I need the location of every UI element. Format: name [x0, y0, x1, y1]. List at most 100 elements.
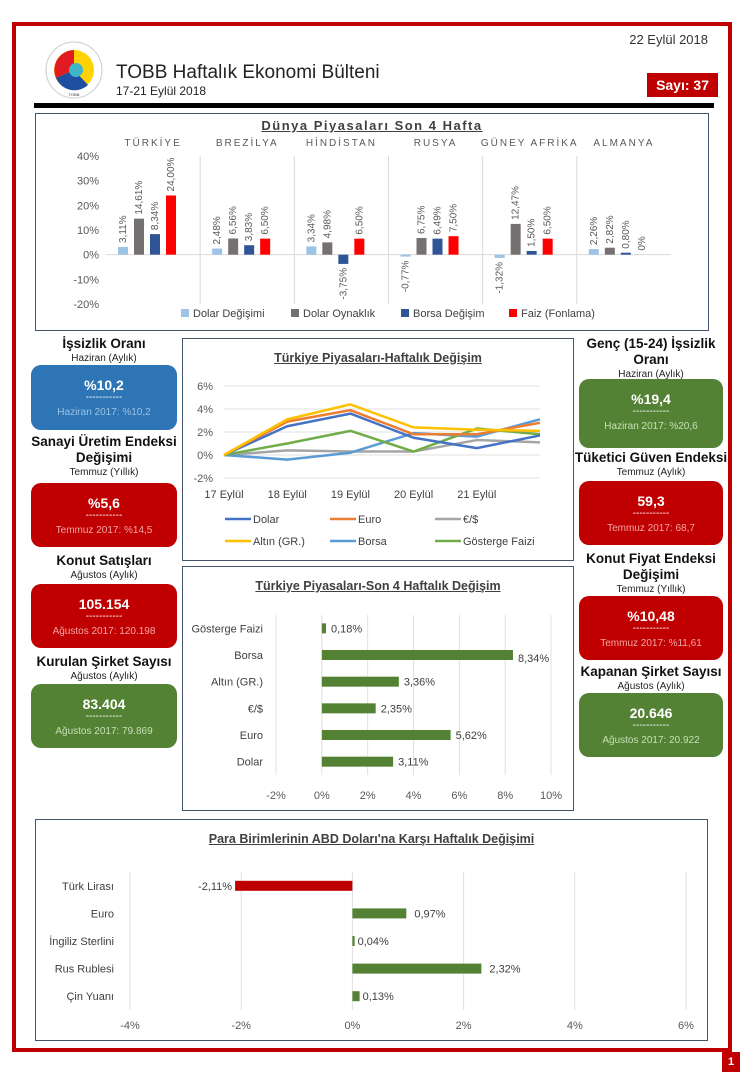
- x-tick-label: 10%: [540, 790, 562, 802]
- tobb-logo-icon: TOBB: [45, 41, 103, 99]
- legend-label: Gösterge Faizi: [463, 536, 535, 548]
- bulletin-period: 17-21 Eylül 2018: [116, 84, 207, 98]
- bar: [118, 246, 128, 255]
- bulletin-date: 22 Eylül 2018: [629, 32, 708, 47]
- category-label: Euro: [240, 730, 263, 742]
- legend-label: Borsa: [358, 536, 388, 548]
- data-label: 2,32%: [489, 964, 520, 976]
- y-tick-label: 0%: [197, 450, 213, 462]
- kpi-title: Sanayi Üretim Endeksi Değişimi: [31, 434, 177, 465]
- bar: [542, 238, 553, 255]
- data-label: 2,35%: [381, 703, 412, 715]
- series-line: [223, 412, 541, 457]
- x-tick-label: 19 Eylül: [331, 489, 370, 501]
- kpi-separator: -----------: [85, 392, 123, 403]
- kpi-card: %19,4 ----------- Haziran 2017: %20,6: [579, 379, 723, 448]
- chart-title: Türkiye Piyasaları-Haftalık Değişim: [274, 351, 482, 365]
- kpi-value: 83.404: [82, 696, 126, 712]
- kpi-title: Kapanan Şirket Sayısı: [580, 664, 722, 679]
- x-tick-label: -2%: [231, 1020, 251, 1032]
- category-label: TÜRKİYE: [124, 136, 181, 149]
- kpi-title: Konut Satışları: [56, 553, 152, 568]
- bar: [244, 245, 255, 255]
- kpi-value: %10,2: [84, 377, 124, 393]
- y-tick-label: 30%: [77, 176, 99, 188]
- data-label: 0,13%: [363, 991, 394, 1003]
- legend-swatch: [181, 309, 189, 317]
- kpi-previous: Ağustos 2017: 20.922: [602, 735, 700, 746]
- data-label: 0,97%: [414, 908, 445, 920]
- bar: [416, 238, 427, 255]
- data-label: 3,36%: [404, 677, 435, 689]
- bar: [620, 252, 631, 255]
- legend-label: Faiz (Fonlama): [521, 308, 595, 320]
- kpi-period: Temmuz (Yıllık): [69, 467, 139, 478]
- legend-swatch: [509, 309, 517, 317]
- x-tick-label: 0%: [344, 1020, 360, 1032]
- bar: [306, 246, 317, 255]
- data-label: 0,18%: [331, 623, 362, 635]
- data-label: 3,11%: [398, 757, 429, 769]
- kpi-value: 20.646: [629, 705, 673, 721]
- series-line: [223, 418, 541, 461]
- kpi-heading: Kapanan Şirket Sayısı Ağustos (Aylık): [569, 664, 733, 693]
- bar: [321, 650, 513, 660]
- category-label: €/$: [248, 703, 263, 715]
- kpi-separator: -----------: [632, 508, 670, 519]
- y-tick-label: -2%: [193, 473, 213, 485]
- data-label: 0,04%: [358, 936, 389, 948]
- kpi-title: İşsizlik Oranı: [62, 336, 146, 351]
- x-tick-label: 18 Eylül: [268, 489, 307, 501]
- data-label: 3,11%: [118, 215, 129, 243]
- y-tick-label: 10%: [77, 225, 99, 237]
- kpi-previous: Temmuz 2017: %14,5: [55, 525, 153, 536]
- y-tick-label: 6%: [197, 381, 213, 393]
- kpi-title: Genç (15-24) İşsizlik Oranı: [586, 336, 716, 367]
- bar: [352, 991, 360, 1002]
- kpi-card: 59,3 ----------- Temmuz 2017: 68,7: [579, 481, 723, 545]
- x-tick-label: 6%: [451, 790, 467, 802]
- kpi-value: 105.154: [78, 596, 130, 612]
- world-chart-svg: 40% 30% 20% 10% 0% -10% -20% TÜRKİYE 3,11% 14,61%…: [73, 136, 671, 320]
- kpi-card: %5,6 ----------- Temmuz 2017: %14,5: [31, 483, 177, 547]
- data-label: -2,11%: [198, 881, 232, 893]
- category-label: HİNDİSTAN: [306, 136, 377, 149]
- data-label: 0,80%: [621, 220, 632, 248]
- data-label: -3,75%: [338, 268, 349, 300]
- bar: [322, 242, 333, 255]
- bar: [321, 730, 451, 740]
- y-tick-label: 0%: [83, 250, 99, 262]
- kpi-period: Haziran (Aylık): [71, 353, 137, 364]
- bar: [588, 249, 599, 255]
- bar: [352, 963, 482, 974]
- x-tick-label: 21 Eylül: [457, 489, 496, 501]
- kpi-separator: -----------: [85, 711, 123, 722]
- series-line: [223, 408, 541, 457]
- legend-label: Dolar Değişimi: [193, 308, 265, 320]
- kpi-heading: Tüketici Güven Endeksi Temmuz (Aylık): [569, 450, 733, 479]
- x-tick-label: 8%: [497, 790, 513, 802]
- y-tick-label: 40%: [77, 151, 99, 163]
- kpi-title: Konut Fiyat Endeksi Değişimi: [586, 551, 716, 582]
- category-label: GÜNEY AFRİKA: [481, 136, 579, 149]
- series-line: [223, 438, 541, 457]
- data-label: 5,62%: [456, 730, 487, 742]
- kpi-separator: -----------: [85, 611, 123, 622]
- currency-chart-svg: -4% -2% 0% 2% 4% 6% Türk Lirası -2,11% Euro 0,97%…: [49, 872, 694, 1032]
- data-label: 3,34%: [306, 214, 317, 242]
- y-tick-label: -10%: [73, 274, 99, 286]
- legend-label: Euro: [358, 514, 381, 526]
- kpi-title: Kurulan Şirket Sayısı: [36, 654, 172, 669]
- bar: [260, 238, 271, 255]
- data-label: 2,48%: [212, 216, 223, 244]
- bar: [510, 223, 521, 255]
- bar: [321, 676, 399, 687]
- kpi-heading: Konut Satışları Ağustos (Aylık): [21, 553, 187, 582]
- bar: [321, 756, 394, 767]
- category-label: Euro: [91, 908, 114, 920]
- kpi-period: Ağustos (Aylık): [617, 681, 685, 692]
- data-label: 3,83%: [244, 213, 255, 241]
- data-label: 7,50%: [449, 204, 460, 232]
- kpi-card: %10,48 ----------- Temmuz 2017: %11,61: [579, 596, 723, 660]
- bar: [321, 703, 376, 714]
